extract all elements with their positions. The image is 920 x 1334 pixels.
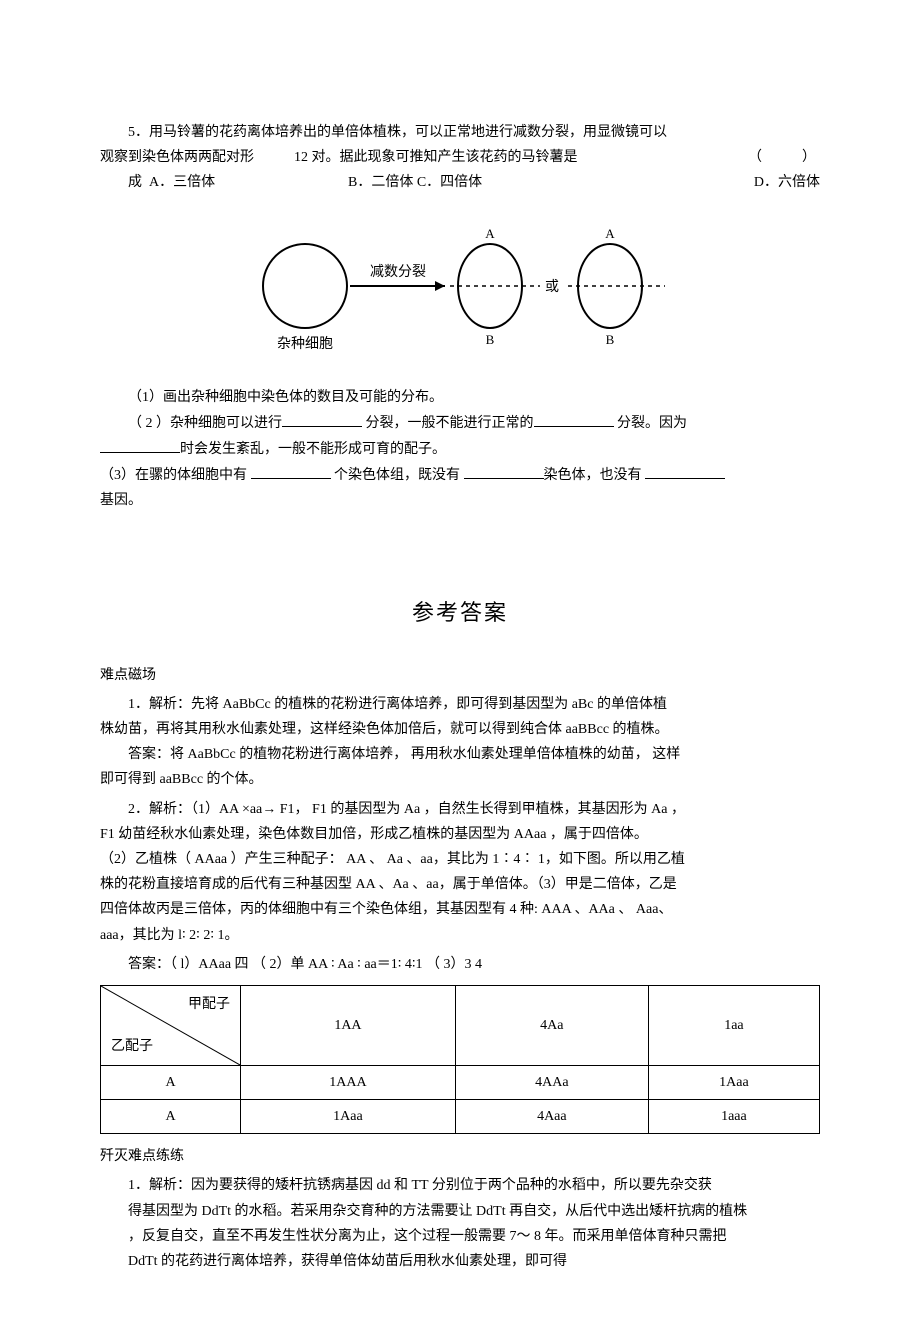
col-2: 1aa (648, 985, 819, 1065)
subq3-d: 基因。 (100, 493, 142, 508)
subq-3-line2: 基因。 (100, 488, 820, 513)
a1-ans1: 答案：将 AaBbCc 的植物花粉进行离体培养， 再用秋水仙素处理单倍体植株的幼… (100, 742, 820, 767)
table-row: 甲配子 乙配子 1AA 4Aa 1aa (101, 985, 820, 1065)
b1-p1: 1．解析：因为要获得的矮杆抗锈病基因 dd 和 TT 分别位于两个品种的水稻中，… (100, 1173, 820, 1198)
subq2-a: （ 2 ）杂种细胞可以进行 (128, 416, 282, 431)
cell: 1AAA (241, 1065, 456, 1099)
table-row: A 1AAA 4AAa 1Aaa (101, 1065, 820, 1099)
cell: 1Aaa (648, 1065, 819, 1099)
q5-paren: （ ） (748, 145, 820, 170)
subq2-d: 时会发生紊乱，一般不能形成可育的配子。 (180, 442, 446, 457)
diagram-or: 或 (545, 279, 559, 295)
subq2-b: 分裂，一般不能进行正常的 (362, 416, 534, 431)
row-head-0: A (101, 1065, 241, 1099)
diag-header: 甲配子 乙配子 (101, 985, 241, 1065)
subq-2-line2: 时会发生紊乱，一般不能形成可育的配子。 (100, 436, 820, 462)
node-A1: A (485, 226, 495, 241)
blank (464, 462, 544, 479)
blank (282, 410, 362, 427)
q5-line2-mid: 12 对。据此现象可推知产生该花药的马铃薯是 (294, 145, 578, 170)
q5-line2: 观察到染色体两两配对形 12 对。据此现象可推知产生该花药的马铃薯是 （ ） (100, 145, 820, 170)
a1-p2: 株幼苗，再将其用秋水仙素处理，这样经染色体加倍后，就可以得到纯合体 aaBBcc… (100, 717, 820, 742)
a2-p5: 四倍体故丙是三倍体，丙的体细胞中有三个染色体组，其基因型有 4 种: AAA 、… (100, 897, 820, 922)
q5-option-d: D．六倍体 (754, 170, 820, 195)
node-A2: A (605, 226, 615, 241)
a1-ans2: 即可得到 aaBBcc 的个体。 (100, 767, 820, 792)
subq2-c: 分裂。因为 (614, 416, 688, 431)
sub-questions: （1）画出杂种细胞中染色体的数目及可能的分布。 （ 2 ）杂种细胞可以进行 分裂… (100, 385, 820, 513)
subq3-a: （3）在骡的体细胞中有 (100, 468, 251, 483)
analysis-1: 1．解析：先将 AaBbCc 的植株的花粉进行离体培养，即可得到基因型为 aBc… (100, 692, 820, 793)
b1-p2: 得基因型为 DdTt 的水稻。若采用杂交育种的方法需要让 DdTt 再自交，从后… (100, 1199, 820, 1224)
subq3-c: 染色体，也没有 (544, 468, 646, 483)
q5-line1: 5．用马铃薯的花药离体培养出的单倍体植株，可以正常地进行减数分裂，用显微镜可以 (100, 120, 820, 145)
cell: 4AAa (455, 1065, 648, 1099)
blank (534, 410, 614, 427)
subq3-b: 个染色体组，既没有 (331, 468, 464, 483)
q5-option-bc: B．二倍体 C．四倍体 (348, 170, 482, 195)
a2-p3: （2）乙植株（ AAaa ）产生三种配子： AA 、 Aa 、aa，其比为 1∶… (100, 847, 820, 872)
b1-p4: DdTt 的花药进行离体培养，获得单倍体幼苗后用秋水仙素处理，即可得 (100, 1249, 820, 1274)
cell: 1Aaa (241, 1100, 456, 1134)
section-b: 歼灭难点练练 1．解析：因为要获得的矮杆抗锈病基因 dd 和 TT 分别位于两个… (100, 1144, 820, 1274)
diag-top: 甲配子 (188, 992, 230, 1017)
subq-3-line1: （3）在骡的体细胞中有 个染色体组，既没有 染色体，也没有 (100, 462, 820, 488)
blank (100, 436, 180, 453)
row-head-1: A (101, 1100, 241, 1134)
col-1: 4Aa (455, 985, 648, 1065)
a2-p2: F1 幼苗经秋水仙素处理，染色体数目加倍，形成乙植株的基因型为 AAaa ，属于… (100, 822, 820, 847)
answer-title: 参考答案 (100, 593, 820, 633)
diagram-left-label: 杂种细胞 (277, 336, 333, 352)
node-B2: B (606, 332, 615, 347)
q5-options: 成 A．三倍体 B．二倍体 C．四倍体 D．六倍体 (100, 170, 820, 195)
table-row: A 1Aaa 4Aaa 1aaa (101, 1100, 820, 1134)
diag-bot: 乙配子 (111, 1034, 153, 1059)
section-b-label: 歼灭难点练练 (100, 1144, 820, 1169)
subq-1: （1）画出杂种细胞中染色体的数目及可能的分布。 (100, 385, 820, 410)
section-a-label: 难点磁场 (100, 663, 820, 688)
cell-diagram: 杂种细胞 减数分裂 A B 或 A B (100, 226, 820, 365)
q5-optA-text: A．三倍体 (149, 175, 215, 190)
blank (251, 462, 331, 479)
a2-p1: 2．解析：（1）AA ×aa→ F1， F1 的基因型为 Aa ，自然生长得到甲… (100, 797, 820, 822)
a2-p6: aaa，其比为 l∶ 2∶ 2∶ 1。 (100, 923, 820, 948)
col-0: 1AA (241, 985, 456, 1065)
b1-p3: ，反复自交，直至不再发生性状分离为止，这个过程一般需要 7～ 8 年。而采用单倍… (100, 1224, 820, 1249)
blank (645, 462, 725, 479)
subq-2-line1: （ 2 ）杂种细胞可以进行 分裂，一般不能进行正常的 分裂。因为 (100, 410, 820, 436)
q5-option-a: 成 A．三倍体 (128, 170, 348, 195)
diagram-arrow-label: 减数分裂 (370, 264, 426, 280)
node-B1: B (486, 332, 495, 347)
a2-answer: 答案：（ l）AAaa 四 （ 2）单 AA ∶ Aa ∶ aa＝1∶ 4∶1 … (100, 952, 820, 977)
a1-p1: 1．解析：先将 AaBbCc 的植株的花粉进行离体培养，即可得到基因型为 aBc… (100, 692, 820, 717)
cell: 4Aaa (455, 1100, 648, 1134)
cell: 1aaa (648, 1100, 819, 1134)
gamete-table: 甲配子 乙配子 1AA 4Aa 1aa A 1AAA 4AAa 1Aaa A 1… (100, 985, 820, 1134)
a2-p4: 株的花粉直接培育成的后代有三种基因型 AA 、Aa 、aa，属于单倍体。（3）甲… (100, 872, 820, 897)
question-5: 5．用马铃薯的花药离体培养出的单倍体植株，可以正常地进行减数分裂，用显微镜可以 … (100, 120, 820, 196)
q5-line2-left: 观察到染色体两两配对形 (100, 145, 254, 170)
analysis-2: 2．解析：（1）AA ×aa→ F1， F1 的基因型为 Aa ，自然生长得到甲… (100, 797, 820, 948)
q5-prefix: 成 (128, 175, 142, 190)
